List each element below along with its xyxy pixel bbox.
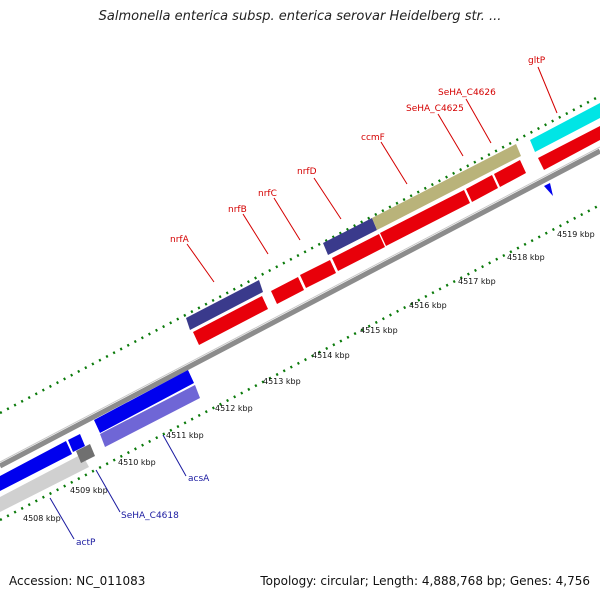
gene-label-SeHA_C4618: SeHA_C4618	[121, 511, 179, 521]
tick-label: 4509 kbp	[70, 486, 108, 495]
cds-acsA-upper[interactable]	[94, 370, 194, 433]
forward-track-upper	[186, 103, 600, 330]
gene-label-nrfD: nrfD	[297, 167, 317, 177]
cds-SeHA_C4625[interactable]	[466, 175, 498, 202]
gene-label-nrfB: nrfB	[228, 205, 247, 215]
topology-text: Topology: circular; Length: 4,888,768 bp…	[260, 574, 590, 588]
gene-label-acsA: acsA	[188, 474, 210, 484]
small-arrow-marker[interactable]	[544, 183, 553, 196]
feature-acsA-light[interactable]	[100, 385, 200, 447]
map-title: Salmonella enterica subsp. enterica sero…	[98, 9, 502, 24]
gene-label-gltP: gltP	[528, 56, 546, 66]
tick-label: 4511 kbp	[166, 431, 204, 440]
tick-labels: 4508 kbp 4509 kbp 4510 kbp 4511 kbp 4512…	[23, 230, 595, 523]
feature-grey-block[interactable]	[0, 454, 89, 512]
tick-label: 4517 kbp	[458, 277, 496, 286]
feature-ccmF-block[interactable]	[372, 144, 521, 230]
feature-nrfD-block[interactable]	[323, 218, 377, 255]
cds-actP-upper[interactable]	[0, 441, 72, 491]
feature-dark-grey[interactable]	[76, 444, 95, 463]
forward-track-cds	[193, 126, 600, 345]
tick-label: 4519 kbp	[557, 230, 595, 239]
gene-label-SeHA_C4625: SeHA_C4625	[406, 104, 464, 114]
inner-dotted-track	[0, 203, 600, 522]
backbone	[0, 146, 600, 469]
gene-label-SeHA_C4626: SeHA_C4626	[438, 88, 496, 98]
gene-label-actP: actP	[76, 538, 96, 548]
tick-label: 4518 kbp	[507, 253, 545, 262]
tick-label: 4508 kbp	[23, 514, 61, 523]
feature-gltP-block[interactable]	[530, 103, 600, 152]
tick-label: 4512 kbp	[215, 404, 253, 413]
cds-ccmF[interactable]	[380, 190, 470, 246]
outer-dotted-track	[0, 94, 600, 415]
cds-nrfB[interactable]	[271, 277, 304, 304]
cds-small-blue[interactable]	[68, 434, 85, 452]
reverse-gene-labels: acsA SeHA_C4618 actP	[49, 434, 210, 548]
cds-nrfA[interactable]	[193, 296, 268, 345]
tick-label: 4516 kbp	[409, 301, 447, 310]
feature-nrfA-block[interactable]	[186, 280, 263, 330]
forward-gene-labels: nrfA nrfB nrfC nrfD ccmF SeHA_C4625 SeHA…	[170, 56, 558, 283]
cds-nrfD[interactable]	[332, 234, 385, 271]
accession-text: Accession: NC_011083	[9, 574, 146, 588]
tick-label: 4515 kbp	[360, 326, 398, 335]
cds-gltP[interactable]	[538, 126, 600, 170]
gene-label-ccmF: ccmF	[361, 133, 385, 143]
gene-label-nrfC: nrfC	[258, 189, 277, 199]
reverse-track	[0, 370, 200, 512]
cds-SeHA_C4626[interactable]	[494, 160, 526, 187]
gene-label-nrfA: nrfA	[170, 235, 190, 245]
tick-label: 4513 kbp	[263, 377, 301, 386]
tick-label: 4514 kbp	[312, 351, 350, 360]
tick-label: 4510 kbp	[118, 458, 156, 467]
cds-nrfC[interactable]	[300, 260, 336, 288]
